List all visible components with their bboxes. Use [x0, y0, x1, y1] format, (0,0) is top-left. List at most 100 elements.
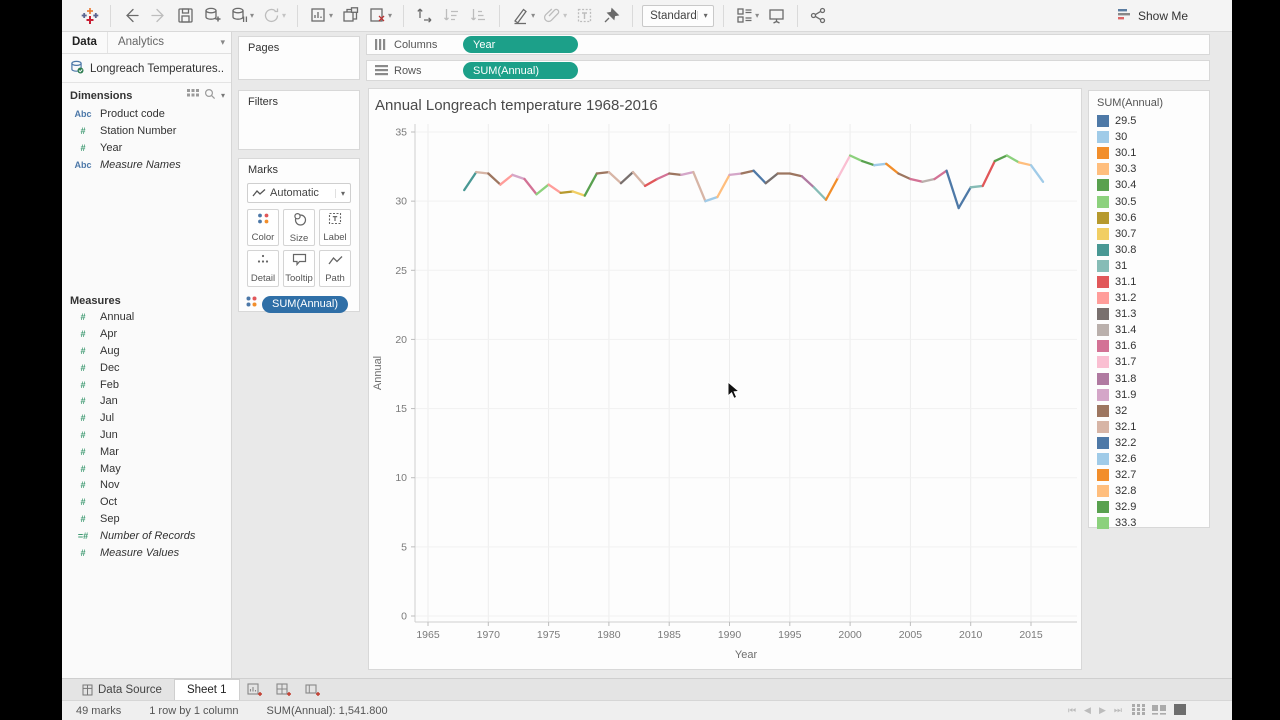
detail-shelf-button[interactable]: Detail [247, 250, 279, 287]
measure-item[interactable]: # Measure Values [62, 544, 231, 561]
sort-descending-button[interactable] [467, 4, 490, 27]
color-legend[interactable]: SUM(Annual) 29.5 30 30.1 30.3 30.4 30.5 30.6 30… [1088, 90, 1210, 531]
legend-item[interactable]: 29.5 [1089, 113, 1209, 129]
datasource-item[interactable]: Longreach Temperatures... [62, 54, 231, 83]
chart-area[interactable]: Annual Longreach temperature 1968-2016 0… [368, 88, 1082, 670]
duplicate-sheet-button[interactable] [339, 4, 362, 27]
rows-shelf[interactable]: Rows SUM(Annual) [366, 60, 1210, 81]
measure-item[interactable]: # Jun [62, 427, 231, 444]
legend-item[interactable]: 30.1 [1089, 145, 1209, 161]
first-sheet-icon[interactable]: ⏮ [1067, 705, 1077, 715]
pause-auto-updates-button[interactable]: ▾ [228, 4, 256, 27]
pages-shelf[interactable]: Pages [238, 36, 360, 80]
measure-item[interactable]: # Mar [62, 443, 231, 460]
mark-type-dropdown[interactable]: Automatic ▾ [247, 183, 351, 203]
data-source-tab[interactable]: Data Source [70, 679, 174, 700]
show-me-button[interactable]: Show Me [1117, 0, 1188, 32]
tooltip-shelf-button[interactable]: Tooltip [283, 250, 315, 287]
legend-item[interactable]: 30.6 [1089, 210, 1209, 226]
sort-ascending-button[interactable] [440, 4, 463, 27]
new-worksheet-tab-icon[interactable] [240, 679, 269, 700]
legend-item[interactable]: 31.8 [1089, 371, 1209, 387]
tableau-logo-button[interactable] [79, 5, 101, 27]
measure-item[interactable]: # Dec [62, 359, 231, 376]
add-data-source-button[interactable] [201, 4, 224, 27]
legend-item[interactable]: 31.1 [1089, 274, 1209, 290]
find-field-icon[interactable] [204, 88, 216, 103]
tab-analytics[interactable]: Analytics [106, 32, 174, 53]
sheet1-tab[interactable]: Sheet 1 [173, 679, 240, 700]
tab-data[interactable]: Data [62, 32, 107, 53]
marks-pill-sum-annual[interactable]: SUM(Annual) [262, 295, 349, 313]
legend-item[interactable]: 31.9 [1089, 387, 1209, 403]
measure-item[interactable]: # Annual [62, 309, 231, 326]
measure-item[interactable]: # Sep [62, 511, 231, 528]
measure-item[interactable]: # Jan [62, 393, 231, 410]
legend-item[interactable]: 33.3 [1089, 515, 1209, 531]
legend-item[interactable]: 32 [1089, 403, 1209, 419]
legend-item[interactable]: 31.4 [1089, 322, 1209, 338]
size-shelf-button[interactable]: Size [283, 209, 315, 246]
legend-item[interactable]: 30.3 [1089, 161, 1209, 177]
legend-item[interactable]: 32.9 [1089, 499, 1209, 515]
show-hide-cards-button[interactable]: ▾ [733, 4, 761, 27]
legend-item[interactable]: 31.7 [1089, 354, 1209, 370]
legend-item[interactable]: 32.7 [1089, 467, 1209, 483]
legend-item[interactable]: 30.7 [1089, 226, 1209, 242]
legend-item[interactable]: 32.1 [1089, 419, 1209, 435]
show-tabs-icon[interactable] [1174, 703, 1186, 718]
forward-arrow-button[interactable] [147, 4, 170, 27]
dimension-item[interactable]: # Station Number [62, 123, 231, 140]
path-shelf-button[interactable]: Path [319, 250, 351, 287]
prev-sheet-icon[interactable]: ◀ [1084, 705, 1091, 715]
dimension-item[interactable]: Abc Product code [62, 106, 231, 123]
legend-item[interactable]: 31 [1089, 258, 1209, 274]
fit-dropdown[interactable]: Standard ▾ [642, 4, 715, 27]
last-sheet-icon[interactable]: ⏭ [1113, 705, 1122, 715]
fix-axes-button[interactable] [600, 4, 623, 27]
columns-pill-year[interactable]: Year [463, 36, 578, 53]
legend-item[interactable]: 30.5 [1089, 193, 1209, 209]
legend-item[interactable]: 30 [1089, 129, 1209, 145]
columns-shelf[interactable]: Columns Year [366, 34, 1210, 55]
presentation-mode-button[interactable] [765, 4, 788, 27]
next-sheet-icon[interactable]: ▶ [1098, 705, 1106, 715]
measure-item[interactable]: =# Number of Records [62, 527, 231, 544]
new-worksheet-button[interactable]: ▾ [307, 4, 335, 27]
color-shelf-button[interactable]: Color [247, 209, 279, 246]
dimension-item[interactable]: Abc Measure Names [62, 156, 231, 173]
show-filmstrip-icon[interactable] [1152, 704, 1167, 718]
legend-item[interactable]: 31.6 [1089, 338, 1209, 354]
pane-options-icon[interactable]: ▾ [220, 37, 225, 47]
share-workbook-button[interactable] [807, 4, 830, 27]
measure-item[interactable]: # Oct [62, 494, 231, 511]
measure-item[interactable]: # Apr [62, 326, 231, 343]
back-arrow-button[interactable] [120, 4, 143, 27]
legend-item[interactable]: 30.8 [1089, 242, 1209, 258]
legend-item[interactable]: 32.6 [1089, 451, 1209, 467]
legend-item[interactable]: 31.3 [1089, 306, 1209, 322]
run-auto-updates-button[interactable]: ▾ [260, 4, 288, 27]
rows-pill-sum-annual[interactable]: SUM(Annual) [463, 62, 578, 79]
legend-item[interactable]: 32.2 [1089, 435, 1209, 451]
legend-item[interactable]: 30.4 [1089, 177, 1209, 193]
dimensions-options-icon[interactable]: ▾ [220, 91, 225, 100]
label-shelf-button[interactable]: Label [319, 209, 351, 246]
view-as-grid-icon[interactable] [186, 88, 199, 103]
filters-shelf[interactable]: Filters [238, 90, 360, 150]
group-members-button[interactable]: ▾ [541, 4, 569, 27]
show-mark-labels-button[interactable] [573, 4, 596, 27]
show-sheet-sorter-icon[interactable] [1132, 703, 1145, 718]
clear-sheet-button[interactable]: ▾ [366, 4, 394, 27]
measure-item[interactable]: # Jul [62, 410, 231, 427]
measure-item[interactable]: # May [62, 460, 231, 477]
measure-item[interactable]: # Feb [62, 376, 231, 393]
measure-item[interactable]: # Aug [62, 343, 231, 360]
save-button[interactable] [174, 4, 197, 27]
measure-item[interactable]: # Nov [62, 477, 231, 494]
new-story-tab-icon[interactable] [298, 679, 327, 700]
dimension-item[interactable]: # Year [62, 140, 231, 157]
highlight-button[interactable]: ▾ [509, 4, 537, 27]
legend-item[interactable]: 32.8 [1089, 483, 1209, 499]
new-dashboard-tab-icon[interactable] [269, 679, 298, 700]
